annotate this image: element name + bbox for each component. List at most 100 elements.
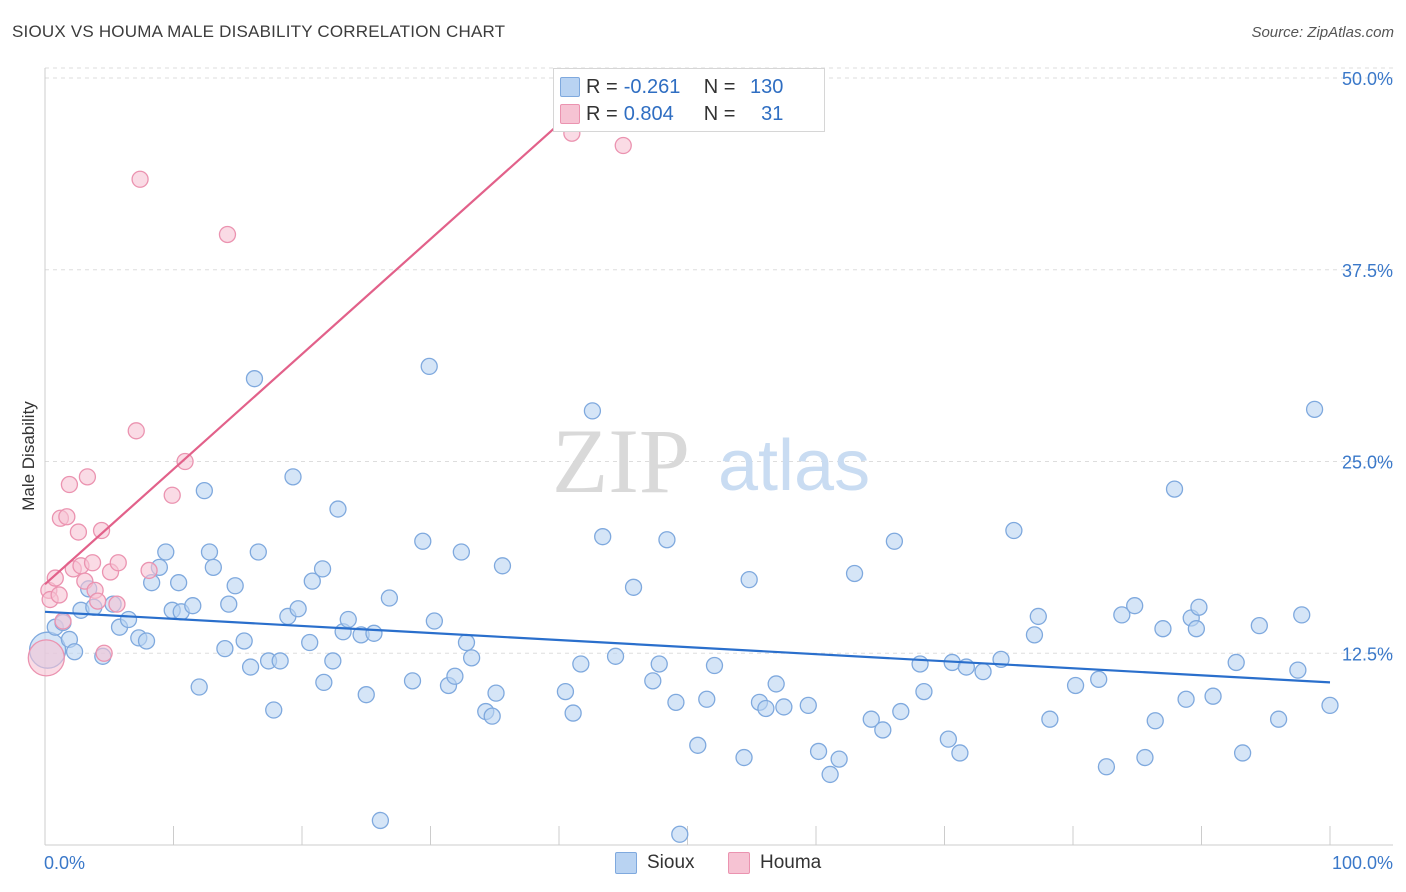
y-tick-labels: 12.5% 25.0% 37.5% 50.0%	[1342, 69, 1393, 664]
sioux-point-78	[740, 570, 758, 589]
houma-r-value: 0.804	[623, 102, 674, 125]
sioux-point-89	[874, 721, 892, 739]
correlation-legend: R = -0.261 N = 130 R = 0.804 N = 31	[553, 68, 825, 132]
houma-point-6	[54, 612, 72, 630]
houma-point-27	[218, 225, 237, 244]
sioux-point-55	[446, 667, 464, 685]
sioux-point-80	[757, 699, 775, 718]
sioux-point-22	[195, 481, 213, 500]
sioux-point-47	[357, 686, 375, 704]
sioux-point-30	[245, 370, 264, 388]
sioux-trend-line	[44, 610, 1331, 684]
sioux-point-33	[265, 701, 283, 719]
sioux-point-13	[137, 632, 156, 650]
sioux-point-109	[1136, 748, 1154, 767]
sioux-point-39	[303, 572, 321, 590]
sioux-point-106	[1097, 758, 1116, 776]
sioux-point-115	[1187, 620, 1206, 638]
sioux-point-127	[671, 825, 689, 843]
houma-trend-line	[44, 77, 612, 586]
sioux-point-112	[1165, 480, 1184, 498]
sioux-point-67	[594, 528, 612, 546]
watermark-atlas: atlas	[718, 426, 870, 506]
houma-point-26	[176, 452, 194, 471]
sioux-point-124	[1305, 400, 1324, 418]
sioux-point-93	[915, 682, 933, 701]
houma-swatch	[560, 104, 580, 124]
sioux-point-90	[885, 532, 904, 550]
sioux-point-49	[380, 589, 399, 607]
sioux-n-value: 130	[750, 75, 784, 98]
grid-lines	[45, 67, 1393, 654]
sioux-point-85	[821, 765, 839, 784]
sioux-swatch	[560, 77, 580, 97]
sioux-point-105	[1090, 670, 1108, 688]
sioux-point-31	[249, 543, 267, 561]
houma-point-0	[27, 639, 65, 677]
sioux-point-29	[241, 658, 260, 676]
sioux-point-50	[403, 672, 422, 690]
x-tick-label-0: 0.0%	[44, 853, 85, 873]
sioux-point-34	[271, 652, 289, 670]
watermark-zip: ZIP	[552, 410, 690, 512]
sioux-point-42	[324, 652, 342, 670]
sioux-point-103	[1041, 710, 1059, 728]
sioux-point-38	[301, 633, 319, 652]
houma-point-18	[95, 644, 113, 662]
bottom-legend-houma: Houma	[728, 852, 821, 874]
chart-title: SIOUX VS HOUMA MALE DISABILITY CORRELATI…	[12, 22, 506, 41]
source-credit: Source: ZipAtlas.com	[1251, 24, 1394, 41]
sioux-point-65	[572, 655, 590, 673]
sioux-point-18	[169, 574, 188, 592]
sioux-point-101	[1025, 626, 1044, 644]
sioux-point-25	[216, 639, 234, 658]
sioux-point-68	[606, 647, 625, 665]
sioux-point-122	[1289, 661, 1307, 679]
sioux-point-11	[119, 610, 138, 629]
sioux-point-82	[775, 698, 793, 716]
houma-n-label: N =	[703, 102, 736, 125]
sioux-point-40	[313, 560, 332, 578]
sioux-point-72	[658, 531, 676, 549]
sioux-point-77	[735, 748, 753, 767]
houma-point-4	[50, 586, 68, 604]
x-tick-label-1: 100.0%	[1332, 853, 1393, 873]
sioux-point-110	[1146, 712, 1164, 730]
sioux-point-61	[487, 684, 505, 702]
sioux-point-58	[462, 649, 481, 667]
sioux-point-27	[226, 577, 244, 595]
bottom-legend-sioux-swatch	[615, 852, 637, 874]
sioux-point-43	[329, 500, 347, 518]
sioux-point-37	[289, 600, 307, 618]
houma-point-17	[92, 521, 111, 540]
houma-point-8	[60, 475, 79, 494]
sioux-point-56	[452, 543, 470, 561]
sioux-point-84	[809, 742, 828, 761]
sioux-point-52	[420, 357, 438, 376]
sioux-point-41	[315, 673, 333, 692]
sioux-point-86	[830, 750, 848, 768]
sioux-point-100	[1005, 521, 1023, 540]
sioux-point-121	[1269, 710, 1288, 728]
watermark: ZIP atlas	[552, 410, 870, 512]
houma-point-7	[58, 508, 76, 526]
sioux-point-98	[974, 663, 992, 681]
sioux-point-62	[493, 557, 512, 575]
sioux-point-118	[1227, 653, 1245, 672]
sioux-point-102	[1029, 607, 1047, 626]
axes	[44, 68, 1393, 846]
houma-point-25	[163, 486, 181, 504]
houma-point-23	[131, 170, 149, 188]
sioux-point-119	[1233, 744, 1252, 762]
houma-r-label: R =	[586, 102, 618, 125]
sioux-point-111	[1154, 620, 1172, 638]
houma-point-13	[78, 468, 97, 486]
sioux-point-117	[1204, 687, 1222, 705]
houma-n-value: 31	[761, 102, 784, 125]
houma-point-24	[140, 561, 158, 580]
sioux-point-107	[1113, 606, 1131, 624]
sioux-point-21	[190, 678, 208, 696]
sioux-point-126	[371, 811, 390, 830]
sioux-point-60	[483, 707, 501, 725]
